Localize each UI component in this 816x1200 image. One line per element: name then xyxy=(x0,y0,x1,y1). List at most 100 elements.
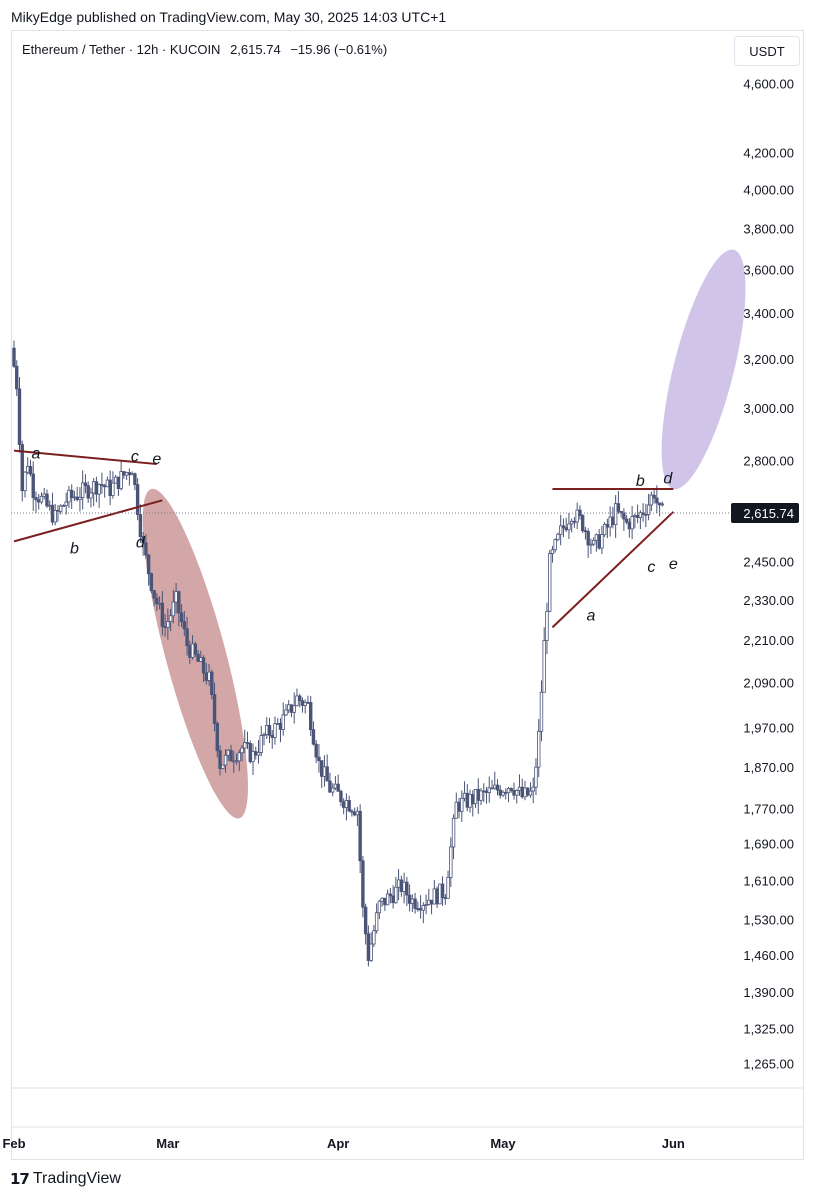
candle-body xyxy=(177,591,181,614)
candle-body xyxy=(347,800,351,812)
candle-body xyxy=(591,539,596,545)
candle-body xyxy=(377,900,382,914)
candle-body xyxy=(330,787,335,793)
candle-body xyxy=(462,792,467,799)
candle-body xyxy=(300,700,305,706)
candle-body xyxy=(254,751,258,756)
candle-body xyxy=(317,756,321,762)
y-tick-label: 2,450.00 xyxy=(743,555,794,570)
wave-label: e xyxy=(669,556,678,573)
candle-body xyxy=(100,484,104,486)
candle-body xyxy=(188,645,192,658)
wave-label: a xyxy=(32,446,41,463)
candle-body xyxy=(361,860,365,908)
candle-body xyxy=(471,794,475,805)
candle-body xyxy=(212,694,217,724)
candle-body xyxy=(427,899,431,905)
candle-body xyxy=(34,497,38,501)
candle-body xyxy=(341,801,346,808)
candle-body xyxy=(407,894,412,904)
wave-label: c xyxy=(647,559,655,576)
candle-body xyxy=(322,766,327,777)
candle-body xyxy=(531,786,535,792)
triangle-lower-trendline xyxy=(13,499,163,543)
wave-label: b xyxy=(70,541,79,558)
candle-body xyxy=(133,473,137,485)
candle-body xyxy=(138,514,143,538)
symbol-name[interactable]: Ethereum / Tether · 12h · KUCOIN xyxy=(22,42,221,57)
candle-body xyxy=(363,906,368,935)
candle-body xyxy=(240,747,244,754)
candle-body xyxy=(80,482,85,498)
y-tick-label: 1,460.00 xyxy=(743,948,794,963)
candle-body xyxy=(218,750,222,769)
candle-body xyxy=(17,388,22,445)
candle-body xyxy=(391,895,395,904)
candle-body xyxy=(185,628,189,646)
candle-body xyxy=(561,525,566,529)
y-tick-label: 1,870.00 xyxy=(743,760,794,775)
candle-body xyxy=(438,883,442,905)
candle-body xyxy=(490,787,494,790)
candle-body xyxy=(163,625,167,628)
candle-body xyxy=(413,898,417,909)
chart-frame xyxy=(11,30,804,1160)
candle-body xyxy=(333,783,338,789)
candle-body xyxy=(83,482,88,487)
candle-body xyxy=(265,725,269,735)
candle-body xyxy=(487,787,491,793)
candle-body xyxy=(495,784,500,791)
candle-body xyxy=(122,471,126,476)
candle-body xyxy=(207,671,211,681)
candle-body xyxy=(157,602,162,605)
candle-body xyxy=(534,766,538,788)
x-tick-label: Feb xyxy=(2,1136,25,1151)
candle-body xyxy=(526,787,530,796)
candle-body xyxy=(56,509,60,512)
candle-body xyxy=(624,518,629,523)
candle-body xyxy=(155,597,159,605)
candle-body xyxy=(638,512,643,518)
candle-body xyxy=(460,797,464,812)
candle-body xyxy=(292,705,296,713)
y-tick-label: 2,210.00 xyxy=(743,633,794,648)
candle-body xyxy=(221,764,225,769)
candle-body xyxy=(50,504,55,523)
candle-body xyxy=(53,509,57,523)
candle-body xyxy=(468,794,472,808)
candle-body xyxy=(344,800,349,808)
candle-body xyxy=(339,790,343,803)
y-tick-label: 1,265.00 xyxy=(743,1057,794,1072)
candle-body xyxy=(589,543,593,546)
candle-body xyxy=(256,752,261,756)
x-tick-label: May xyxy=(490,1136,516,1151)
y-tick-label: 1,970.00 xyxy=(743,720,794,735)
y-tick-label: 2,800.00 xyxy=(743,453,794,468)
candle-body xyxy=(635,515,640,518)
candle-body xyxy=(424,904,428,906)
candle-body xyxy=(418,908,423,911)
candle-body xyxy=(199,657,203,662)
candle-body xyxy=(113,476,118,484)
brand-name: TradingView xyxy=(32,1170,121,1187)
candle-body xyxy=(298,695,302,702)
tradingview-brand[interactable]: 𝟭𝟳 TradingView xyxy=(10,1170,121,1188)
y-tick-label: 4,200.00 xyxy=(743,145,794,160)
wave-label: d xyxy=(663,470,673,487)
candle-body xyxy=(556,533,560,541)
candle-body xyxy=(311,729,316,745)
candle-body xyxy=(394,886,398,904)
candle-body xyxy=(124,472,129,476)
candle-body xyxy=(402,881,406,892)
candle-body xyxy=(613,503,618,526)
candle-body xyxy=(111,482,115,496)
y-tick-label: 1,770.00 xyxy=(743,802,794,817)
candle-body xyxy=(45,493,49,507)
currency-button[interactable]: USDT xyxy=(734,36,800,66)
candle-body xyxy=(276,722,280,725)
candle-body xyxy=(262,734,266,736)
bullish-projection-ellipse xyxy=(661,249,746,490)
candle-body xyxy=(243,742,247,749)
candle-body xyxy=(506,787,511,794)
